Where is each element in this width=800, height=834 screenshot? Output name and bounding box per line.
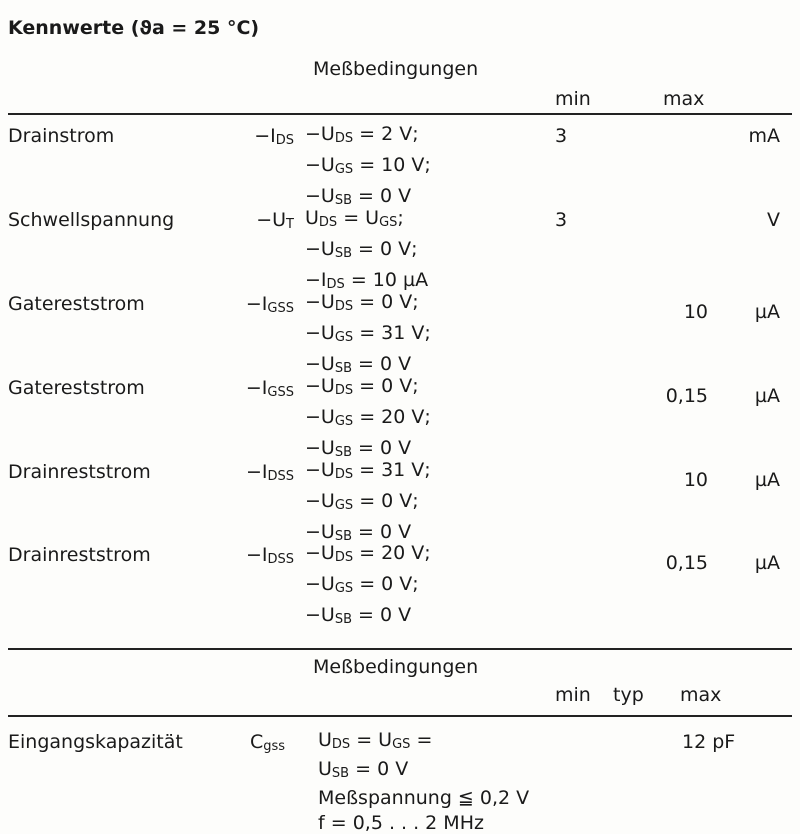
param-symbol: −IDSS	[245, 461, 294, 484]
condition-line: −USB = 0 V	[305, 353, 412, 376]
conditions: −UDS = 31 V; −UGS = 0 V; −USB = 0 V	[305, 457, 431, 550]
min-header-2: min	[555, 684, 591, 706]
condition-line: −UGS = 10 V;	[305, 154, 431, 177]
param-symbol: −IGSS	[245, 293, 294, 316]
condition-line: −UDS = 2 V;	[305, 123, 419, 146]
table-row: Gatereststrom −IGSS −UDS = 0 V; −UGS = 20…	[0, 375, 800, 461]
condition-line: −USB = 0 V	[305, 521, 412, 544]
unit: µA	[754, 552, 780, 574]
header-rule-2	[8, 715, 792, 717]
conditions-header: Meßbedingungen	[313, 58, 479, 80]
param-name: Drainreststrom	[8, 544, 151, 566]
table-row: Drainstrom −IDS −UDS = 2 V; −UGS = 10 V; −…	[0, 123, 800, 209]
condition-line: UDS = UGS;	[305, 207, 404, 230]
condition-line: −IDS = 10 µA	[305, 269, 429, 292]
condition-line: −USB = 0 V;	[305, 238, 418, 261]
min-value: 3	[555, 209, 568, 231]
condition-line: −UGS = 31 V;	[305, 322, 431, 345]
unit: µA	[754, 301, 780, 323]
param-name: Schwellspannung	[8, 209, 175, 231]
conditions: UDS = UGS = USB = 0 V Meßspannung ≦ 0,2 V f…	[318, 728, 529, 834]
max-value: 0,15	[665, 385, 708, 407]
unit: mA	[748, 125, 780, 147]
param-name: Gatereststrom	[8, 377, 145, 399]
condition-line: −USB = 0 V	[305, 437, 412, 460]
max-value: 10	[683, 301, 708, 323]
header-rule	[8, 113, 792, 115]
conditions: −UDS = 0 V; −UGS = 20 V; −USB = 0 V	[305, 373, 431, 466]
conditions: UDS = UGS; −USB = 0 V; −IDS = 10 µA	[305, 205, 428, 298]
param-symbol: −UT	[256, 209, 294, 232]
condition-line: −UDS = 0 V;	[305, 291, 419, 314]
conditions: −UDS = 20 V; −UGS = 0 V; −USB = 0 V	[305, 540, 431, 633]
min-header: min	[555, 88, 591, 110]
unit: µA	[754, 385, 780, 407]
conditions-header-2: Meßbedingungen	[313, 656, 479, 678]
condition-line: f = 0,5 . . . 2 MHz	[318, 812, 484, 834]
param-name: Eingangskapazität	[8, 731, 183, 753]
param-name: Drainreststrom	[8, 461, 151, 483]
condition-line: USB = 0 V	[318, 758, 409, 781]
conditions: −UDS = 0 V; −UGS = 31 V; −USB = 0 V	[305, 289, 431, 382]
condition-line: −USB = 0 V	[305, 604, 412, 627]
min-value: 3	[555, 125, 568, 147]
max-header-2: max	[680, 684, 722, 706]
section-title: Kennwerte (ϑa = 25 °C)	[8, 17, 260, 39]
param-name: Gatereststrom	[8, 293, 145, 315]
param-symbol: −IDSS	[245, 544, 294, 567]
section-rule	[8, 648, 792, 650]
table-row: Drainreststrom −IDSS −UDS = 20 V; −UGS = …	[0, 542, 800, 628]
condition-line: −UDS = 20 V;	[305, 542, 431, 565]
condition-line: Meßspannung ≦ 0,2 V	[318, 787, 530, 809]
condition-line: UDS = UGS =	[318, 729, 433, 752]
condition-line: −UDS = 0 V;	[305, 375, 419, 398]
condition-line: −USB = 0 V	[305, 185, 412, 208]
unit: V	[767, 209, 780, 231]
condition-line: −UDS = 31 V;	[305, 459, 431, 482]
condition-line: −UGS = 0 V;	[305, 573, 419, 596]
param-symbol: Cgss	[250, 731, 286, 754]
typ-header-2: typ	[613, 684, 644, 706]
unit: µA	[754, 469, 780, 491]
max-value: 10	[683, 469, 708, 491]
max-header: max	[663, 88, 705, 110]
max-value: 0,15	[665, 552, 708, 574]
param-symbol: −IGSS	[245, 377, 294, 400]
table-row: Schwellspannung −UT UDS = UGS; −USB = 0 V…	[0, 207, 800, 293]
table-row: Drainreststrom −IDSS −UDS = 31 V; −UGS = …	[0, 459, 800, 545]
condition-line: −UGS = 0 V;	[305, 490, 419, 513]
param-symbol: −IDS	[254, 125, 294, 148]
max-value: 12 pF	[682, 731, 736, 753]
table-row: Gatereststrom −IGSS −UDS = 0 V; −UGS = 31…	[0, 291, 800, 377]
conditions: −UDS = 2 V; −UGS = 10 V; −USB = 0 V	[305, 121, 431, 214]
param-name: Drainstrom	[8, 125, 115, 147]
condition-line: −UGS = 20 V;	[305, 406, 431, 429]
